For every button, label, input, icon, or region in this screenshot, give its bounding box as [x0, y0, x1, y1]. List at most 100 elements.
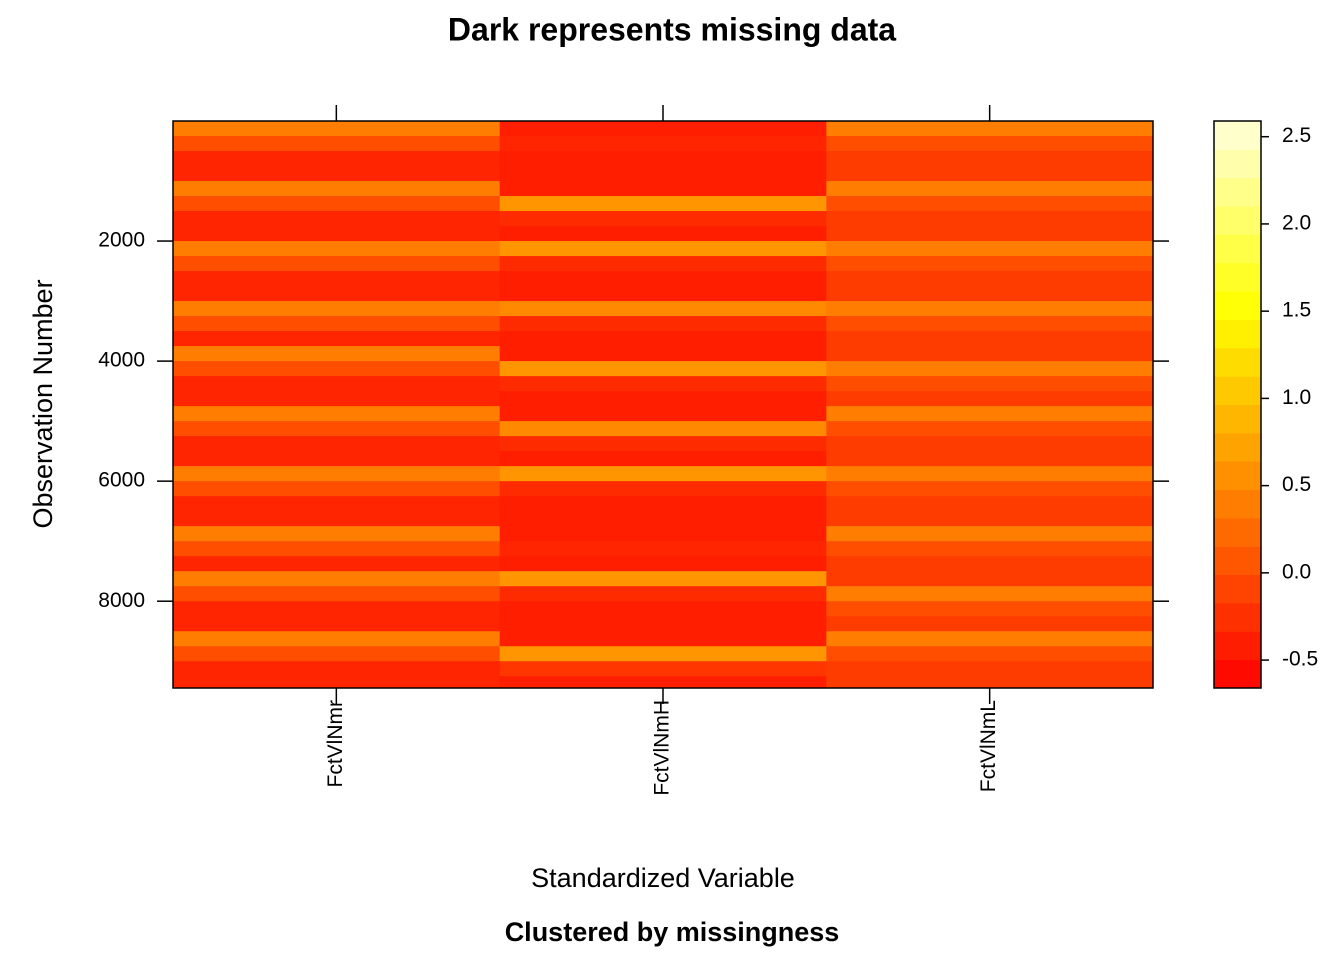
heatmap-cell: [173, 406, 501, 422]
heatmap-cell: [173, 136, 501, 152]
heatmap-cell: [499, 211, 827, 227]
heatmap-cell: [826, 346, 1154, 362]
heatmap-cell: [826, 481, 1154, 497]
heatmap-cell: [826, 496, 1154, 512]
heatmap-cell: [499, 226, 827, 242]
heatmap-cell: [173, 661, 501, 677]
heatmap-cell: [826, 406, 1154, 422]
heatmap-cell: [173, 211, 501, 227]
colorbar-tick-label: -0.5: [1282, 648, 1318, 671]
heatmap-cell: [173, 286, 501, 302]
heatmap-cell: [826, 421, 1154, 437]
colorbar-step: [1214, 319, 1261, 349]
y-tick-label: 2000: [98, 229, 145, 252]
heatmap-cell: [499, 331, 827, 347]
heatmap-cell: [826, 226, 1154, 242]
heatmap-cell: [499, 376, 827, 392]
heatmap-cell: [173, 346, 501, 362]
heatmap-cell: [499, 601, 827, 617]
heatmap-cell: [826, 121, 1154, 137]
heatmap-cell: [826, 136, 1154, 152]
heatmap-cell: [499, 511, 827, 527]
heatmap-cell: [499, 361, 827, 377]
colorbar-step: [1214, 234, 1261, 264]
heatmap-cell: [826, 151, 1154, 167]
colorbar-frame: [1213, 120, 1262, 689]
colorbar-step: [1214, 347, 1261, 377]
heatmap-cell: [826, 301, 1154, 317]
heatmap-cell: [499, 316, 827, 332]
heatmap-cell: [173, 151, 501, 167]
heatmap-cell: [173, 316, 501, 332]
heatmap-cell: [499, 271, 827, 287]
heatmap-cell: [826, 361, 1154, 377]
colorbar-tick-label: 0.5: [1282, 473, 1311, 496]
heatmap-cell: [826, 571, 1154, 587]
heatmap-cell: [499, 451, 827, 467]
heatmap-cell: [173, 391, 501, 407]
y-axis-label: Observation Number: [28, 279, 58, 528]
heatmap-cell: [826, 241, 1154, 257]
heatmap-cell: [826, 451, 1154, 467]
colorbar-step: [1214, 574, 1261, 604]
heatmap-cell: [173, 616, 501, 632]
heatmap-cell: [173, 556, 501, 572]
heatmap-cell: [826, 376, 1154, 392]
colorbar-step: [1214, 489, 1261, 519]
y-tick-label: 4000: [98, 349, 145, 372]
heatmap-cell: [173, 196, 501, 212]
heatmap-cell: [826, 601, 1154, 617]
heatmap-cell: [499, 661, 827, 677]
colorbar-tick-label: 2.0: [1282, 211, 1311, 234]
heatmap-cell: [499, 391, 827, 407]
heatmap-cell: [173, 361, 501, 377]
colorbar-step: [1214, 461, 1261, 491]
y-tick-label: 8000: [98, 589, 145, 612]
colorbar-step: [1214, 659, 1261, 689]
heatmap-cell: [826, 271, 1154, 287]
colorbar-step: [1214, 404, 1261, 434]
heatmap-cell: [826, 211, 1154, 227]
colorbar-step: [1214, 177, 1261, 207]
heatmap-cell: [826, 511, 1154, 527]
heatmap-cell: [173, 226, 501, 242]
heatmap-cell: [499, 436, 827, 452]
x-tick-label: FctVlNmH: [651, 700, 674, 796]
colorbar-tick-label: 1.5: [1282, 299, 1311, 322]
heatmap-cell: [173, 451, 501, 467]
heatmap-cell: [499, 631, 827, 647]
heatmap-cell: [499, 241, 827, 257]
heatmap-cell: [826, 166, 1154, 182]
heatmap-cell: [499, 616, 827, 632]
heatmap-cell: [826, 181, 1154, 197]
heatmap-cell: [826, 466, 1154, 482]
heatmap-cell: [826, 556, 1154, 572]
heatmap-cell: [173, 511, 501, 527]
heatmap-cell: [826, 331, 1154, 347]
heatmap-cell: [499, 466, 827, 482]
chart-title: Dark represents missing data: [448, 11, 896, 47]
colorbar-step: [1214, 546, 1261, 576]
heatmap-cell: [499, 166, 827, 182]
heatmap-cell: [173, 256, 501, 272]
heatmap-cell: [173, 571, 501, 587]
colorbar-tick-label: 2.5: [1282, 124, 1311, 147]
heatmap-cell: [173, 586, 501, 602]
heatmap-cell: [826, 436, 1154, 452]
heatmap-cell: [499, 556, 827, 572]
heatmap-cell: [173, 331, 501, 347]
heatmap-cell: [173, 481, 501, 497]
heatmap-cell: [499, 526, 827, 542]
heatmap-cell: [173, 166, 501, 182]
colorbar-tick-label: 1.0: [1282, 386, 1311, 409]
heatmap-cell: [499, 421, 827, 437]
heatmap-cell: [173, 376, 501, 392]
colorbar-step: [1214, 376, 1261, 405]
heatmap-cell: [826, 256, 1154, 272]
heatmap-cell: [826, 586, 1154, 602]
heatmap-cell: [173, 271, 501, 287]
x-tick-label: FctVlNmL: [977, 700, 1000, 792]
x-tick-label: FctVlNmr: [324, 700, 347, 788]
heatmap-cell: [499, 151, 827, 167]
